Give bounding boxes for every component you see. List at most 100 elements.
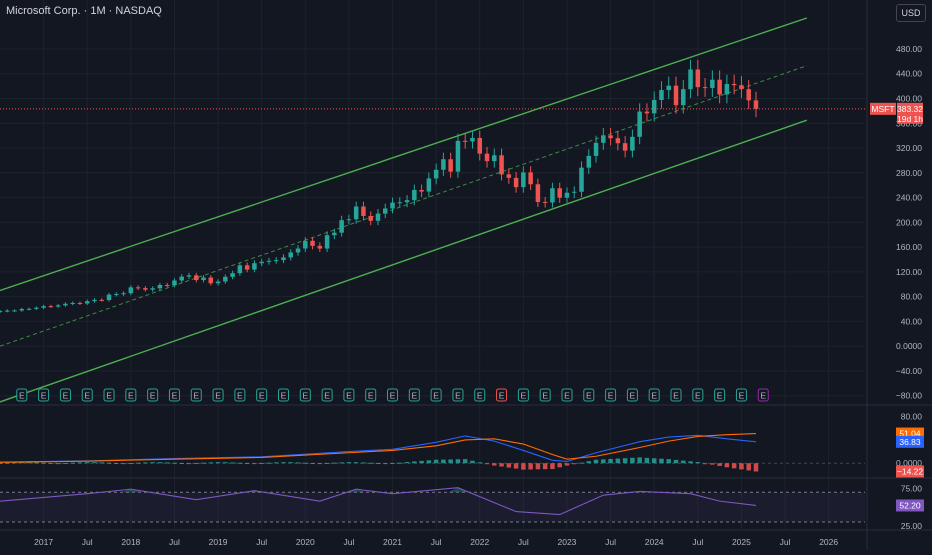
macd-histogram-bar	[673, 459, 679, 464]
time-tick-label: 2020	[296, 537, 315, 547]
candle-body	[223, 276, 228, 282]
macd-histogram-bar	[579, 462, 584, 464]
candle-body	[353, 206, 359, 220]
price-tick-label: 240.00	[896, 193, 922, 203]
candle-body	[571, 191, 577, 193]
macd-histogram-bar	[339, 462, 344, 464]
macd-histogram-bar	[288, 462, 294, 464]
macd-histogram-bar	[361, 462, 366, 464]
macd-tick-label: 80.00	[901, 412, 923, 422]
macd-histogram-bar	[535, 463, 541, 470]
macd-histogram-bar	[615, 458, 621, 464]
macd-histogram-bar	[419, 460, 424, 464]
candle-body	[252, 263, 257, 270]
earnings-marker	[81, 388, 93, 402]
candle-body	[470, 137, 475, 142]
symbol-title: Microsoft Corp. · 1M · NASDAQ	[6, 5, 162, 17]
earnings-marker	[430, 388, 442, 402]
time-tick-label: Jul	[82, 537, 93, 547]
earnings-marker	[561, 388, 573, 402]
macd-histogram-bar	[368, 462, 373, 464]
candle-body	[48, 306, 54, 308]
earnings-marker-label: E	[368, 391, 374, 401]
candle-body	[164, 284, 170, 286]
macd-histogram-bar	[157, 462, 163, 464]
macd-tick-label: 0.0000	[896, 458, 922, 468]
candle-body	[448, 159, 453, 172]
price-tick-label: −40.00	[896, 366, 923, 376]
price-tick-label: 200.00	[896, 217, 922, 227]
candle-body	[317, 245, 323, 249]
macd-histogram-bar	[521, 463, 526, 470]
currency-button[interactable]: USD	[896, 4, 926, 22]
macd-histogram-bar	[92, 462, 97, 464]
macd-histogram-bar	[324, 462, 330, 464]
macd-histogram-bar	[630, 457, 635, 464]
macd-histogram-bar	[499, 463, 504, 467]
earnings-marker-label: E	[673, 391, 679, 401]
macd-histogram-bar	[557, 463, 562, 468]
earnings-marker	[38, 388, 50, 402]
macd-histogram-bar	[353, 462, 359, 464]
macd-histogram-bar	[99, 462, 105, 464]
macd-histogram-bar	[484, 463, 490, 465]
macd-histogram-bar	[550, 463, 555, 470]
candle-body	[63, 303, 68, 306]
candle-body	[135, 287, 141, 289]
earnings-marker-label: E	[237, 391, 243, 401]
candle-body	[550, 188, 555, 203]
candle-body	[593, 142, 599, 156]
candle-body	[172, 280, 177, 286]
macd-line	[0, 434, 757, 463]
price-tick-label: 40.00	[901, 316, 923, 326]
macd-histogram-bar	[48, 462, 54, 464]
macd-histogram-bar	[5, 462, 10, 464]
price-tick-label: 0.0000	[896, 341, 922, 351]
earnings-marker	[496, 388, 508, 402]
candle-body	[462, 140, 468, 142]
earnings-marker	[735, 388, 747, 402]
earnings-marker-label: E	[630, 391, 636, 401]
macd-histogram-bar	[455, 459, 461, 464]
earnings-marker-label: E	[172, 391, 178, 401]
macd-histogram-bar	[651, 458, 657, 464]
earnings-marker-label: E	[106, 391, 112, 401]
macd-histogram-bar	[404, 462, 410, 464]
candle-body	[477, 137, 483, 154]
candle-body	[12, 310, 17, 312]
price-tick-label: 480.00	[896, 44, 922, 54]
earnings-marker-label: E	[433, 391, 439, 401]
macd-histogram-bar	[601, 459, 606, 464]
candle-body	[564, 192, 570, 198]
macd-histogram-bar	[0, 462, 3, 464]
macd-histogram-bar	[448, 459, 453, 464]
candle-body	[19, 309, 25, 311]
candle-body	[455, 140, 461, 172]
earnings-marker	[299, 388, 311, 402]
macd-histogram-bar	[34, 462, 39, 464]
rsi-overbought-fill	[346, 489, 367, 493]
macd-histogram-bar	[121, 463, 126, 465]
candle-body	[346, 219, 352, 221]
earnings-marker-label: E	[411, 391, 417, 401]
candle-body	[150, 288, 155, 290]
symbol-badge-label: MSFT	[871, 104, 894, 114]
earnings-marker-label: E	[259, 391, 265, 401]
candle-body	[0, 311, 3, 313]
candle-body	[288, 252, 294, 258]
earnings-marker-label: E	[499, 391, 505, 401]
price-tick-label: 440.00	[896, 69, 922, 79]
earnings-marker	[714, 388, 726, 402]
candle-body	[295, 248, 301, 253]
candle-body	[644, 111, 650, 114]
macd-histogram-bar	[717, 463, 722, 466]
candle-body	[426, 178, 432, 192]
earnings-marker	[648, 388, 660, 402]
rsi-tick-label: 25.00	[901, 521, 923, 531]
candle-body	[535, 184, 541, 202]
macd-histogram-bar	[332, 462, 337, 464]
macd-histogram-bar	[164, 462, 170, 464]
candle-body	[492, 155, 497, 162]
